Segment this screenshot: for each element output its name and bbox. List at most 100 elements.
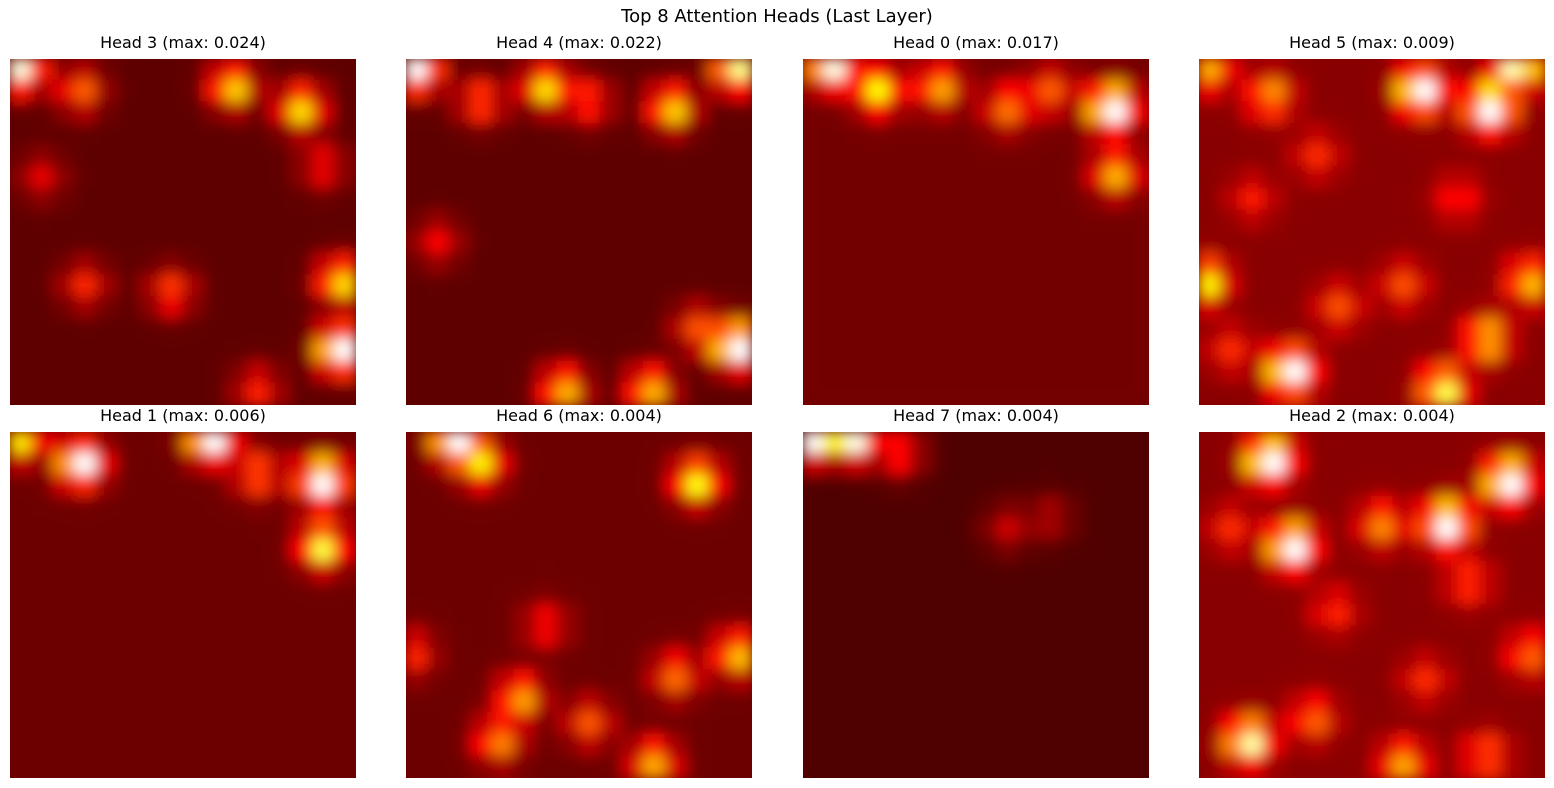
heatmap-cell	[1500, 582, 1525, 607]
heatmap-cell	[1061, 79, 1086, 104]
heatmap-cell	[642, 755, 667, 778]
heatmap-cell	[1039, 495, 1064, 520]
heatmap-cell	[1479, 539, 1503, 563]
heatmap-cell	[1414, 668, 1438, 693]
heatmap-cell	[1199, 231, 1222, 255]
heatmap-cell	[469, 647, 494, 671]
heatmap-cell	[686, 432, 710, 455]
heatmap-cell	[1083, 166, 1107, 190]
heatmap-cell	[866, 668, 891, 693]
heatmap-cell	[642, 79, 667, 104]
heatmap-cell	[578, 625, 602, 650]
heatmap-cell	[1083, 712, 1107, 736]
heatmap-cell	[845, 712, 869, 736]
heatmap-cell	[1327, 295, 1352, 320]
heatmap-cell	[246, 79, 271, 104]
heatmap-cell	[621, 474, 645, 498]
heatmap-cell	[1479, 432, 1503, 455]
heatmap-cell	[1061, 755, 1086, 778]
heatmap-cell	[1457, 166, 1482, 190]
heatmap-cell	[203, 187, 228, 212]
heatmap-cell	[578, 317, 602, 342]
heatmap-cell	[845, 452, 869, 477]
heatmap-cell	[1371, 647, 1395, 671]
heatmap-cell	[953, 101, 978, 125]
heatmap-cell	[642, 733, 667, 758]
heatmap-cell	[117, 539, 141, 563]
heatmap-cell	[1219, 474, 1244, 498]
heatmap-cell	[1241, 295, 1265, 320]
heatmap-cell	[1126, 187, 1149, 212]
heatmap-cell	[225, 452, 249, 477]
heatmap-cell	[1018, 432, 1042, 455]
heatmap-cell	[1414, 733, 1438, 758]
heatmap-cell	[910, 604, 934, 628]
heatmap-cell	[225, 647, 249, 671]
heatmap-cell	[664, 122, 689, 147]
heatmap-cell	[1457, 339, 1482, 363]
heatmap-cell	[1522, 733, 1545, 758]
heatmap-cell	[1392, 604, 1417, 628]
heatmap-cell	[311, 274, 336, 298]
heatmap-cell	[1435, 122, 1460, 147]
heatmap-cell	[953, 122, 978, 147]
heatmap-cell	[1306, 539, 1330, 563]
heatmap-cell	[426, 339, 451, 363]
heatmap-cell	[246, 647, 271, 671]
heatmap-cell	[1199, 560, 1222, 585]
heatmap-cell	[491, 560, 516, 585]
heatmap-cell	[1414, 79, 1438, 104]
heatmap-cell	[845, 755, 869, 778]
heatmap-cell	[1262, 539, 1287, 563]
heatmap-cell	[1327, 360, 1352, 385]
heatmap-cell	[803, 560, 826, 585]
heatmap-cell	[290, 432, 314, 455]
heatmap-cell	[513, 339, 537, 363]
heatmap-cell	[426, 539, 451, 563]
heatmap-cell	[469, 625, 494, 650]
heatmap-cell	[513, 495, 537, 520]
heatmap-cell	[953, 231, 978, 255]
heatmap-cell	[975, 733, 999, 758]
heatmap-cell	[803, 690, 826, 715]
heatmap-cell	[845, 79, 869, 104]
heatmap-cell	[1284, 187, 1309, 212]
heatmap-cell	[1262, 122, 1287, 147]
heatmap-cell	[117, 317, 141, 342]
heatmap-cell	[556, 690, 581, 715]
heatmap-cell	[73, 382, 98, 405]
heatmap-cell	[1392, 733, 1417, 758]
heatmap-cell	[290, 582, 314, 607]
heatmap-cell	[866, 79, 891, 104]
heatmap-cell	[1104, 582, 1129, 607]
heatmap-cell	[599, 79, 624, 104]
heatmap-cell	[621, 517, 645, 542]
heatmap-cell	[10, 295, 33, 320]
heatmap-cell	[246, 432, 271, 455]
heatmap-cell	[1018, 668, 1042, 693]
heatmap-cell	[888, 317, 913, 342]
heatmap-cell	[117, 360, 141, 385]
heatmap-cell	[1457, 452, 1482, 477]
heatmap-cell	[866, 560, 891, 585]
heatmap-cell	[10, 122, 33, 147]
heatmap-cell	[599, 560, 624, 585]
heatmap-cell	[160, 582, 185, 607]
heatmap-cell	[182, 474, 206, 498]
heatmap-cell	[996, 59, 1021, 82]
heatmap-cell	[138, 317, 163, 342]
heatmap-cell	[1306, 166, 1330, 190]
heatmap-cell	[823, 452, 848, 477]
heatmap-cell	[491, 625, 516, 650]
heatmap-cell	[534, 209, 559, 234]
heatmap-cell	[1284, 582, 1309, 607]
heatmap-cell	[1457, 122, 1482, 147]
heatmap-cell	[10, 690, 33, 715]
heatmap-cell	[888, 604, 913, 628]
heatmap-cell	[1219, 187, 1244, 212]
heatmap-cell	[1479, 122, 1503, 147]
heatmap-cell	[578, 209, 602, 234]
heatmap-cell	[1126, 539, 1149, 563]
heatmap-cell	[534, 495, 559, 520]
heatmap-cell	[931, 560, 956, 585]
